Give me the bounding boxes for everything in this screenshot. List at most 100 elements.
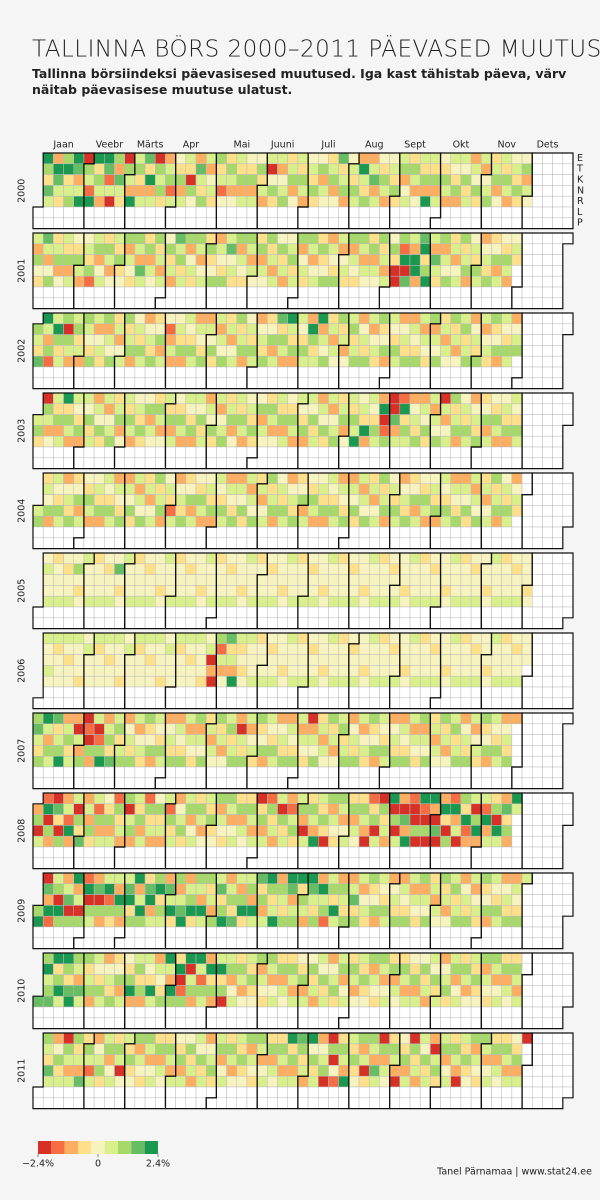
day-cell [277, 1043, 288, 1055]
day-cell [491, 174, 502, 186]
empty-cell [318, 526, 329, 539]
day-cell [124, 574, 136, 586]
day-cell [409, 654, 421, 666]
empty-cell [53, 697, 64, 709]
day-cell [307, 243, 319, 255]
day-cell [256, 835, 268, 848]
day-cell [368, 254, 380, 266]
empty-cell [256, 606, 268, 619]
day-cell [53, 1054, 64, 1066]
day-cell [267, 595, 278, 608]
empty-cell [216, 777, 227, 789]
day-cell [277, 632, 288, 645]
month-outline [297, 552, 350, 630]
day-cell [63, 1054, 75, 1066]
empty-cell [542, 712, 553, 725]
empty-cell [531, 1017, 543, 1029]
empty-cell [338, 377, 350, 389]
day-cell [93, 574, 105, 586]
day-cell [379, 643, 390, 655]
empty-cell [562, 675, 574, 688]
day-cell [470, 174, 482, 186]
day-cell [226, 905, 238, 917]
day-cell [93, 665, 105, 677]
empty-cell [542, 926, 553, 939]
empty-cell [542, 846, 553, 859]
day-cell [440, 755, 451, 768]
day-cell [379, 563, 390, 575]
empty-cell [185, 366, 197, 379]
empty-cell [389, 766, 401, 779]
day-cell [399, 275, 411, 288]
day-cell [450, 675, 462, 688]
day-cell [307, 472, 319, 485]
day-cell [185, 483, 197, 495]
day-cell [358, 894, 370, 906]
day-cell [185, 632, 197, 645]
day-cell [297, 195, 309, 208]
day-cell [409, 483, 421, 495]
day-cell [144, 915, 156, 928]
empty-cell [155, 526, 166, 539]
day-cell [93, 552, 105, 565]
day-cell [389, 574, 401, 586]
day-cell [328, 835, 339, 848]
empty-cell [531, 377, 543, 389]
day-cell [114, 872, 125, 885]
day-cell [511, 803, 523, 815]
empty-cell [114, 606, 125, 619]
empty-cell [53, 846, 64, 859]
empty-cell [307, 297, 319, 309]
empty-cell [83, 857, 95, 869]
day-cell [511, 163, 523, 175]
day-cell [175, 1043, 187, 1055]
day-cell [409, 883, 421, 895]
empty-cell [338, 286, 350, 299]
day-cell [144, 1075, 156, 1088]
empty-cell [521, 232, 533, 245]
day-cell [399, 425, 411, 437]
day-cell [42, 275, 54, 288]
day-cell [297, 963, 309, 975]
day-cell [277, 814, 288, 826]
empty-cell [155, 206, 166, 219]
day-cell [165, 665, 176, 677]
empty-cell [297, 1017, 309, 1029]
empty-cell [297, 606, 309, 619]
empty-cell [134, 377, 146, 389]
day-cell [307, 712, 319, 725]
day-cell [175, 835, 187, 848]
day-cell [348, 654, 360, 666]
day-cell [185, 643, 197, 655]
day-cell [379, 403, 390, 415]
day-cell [338, 995, 350, 1008]
empty-cell [552, 675, 564, 688]
empty-cell [287, 1097, 299, 1109]
empty-cell [368, 1006, 380, 1019]
day-cell [134, 745, 146, 757]
empty-cell [552, 803, 564, 815]
day-cell [440, 195, 451, 208]
empty-cell [531, 152, 543, 165]
day-cell [307, 254, 319, 266]
day-cell [205, 974, 217, 986]
day-cell [83, 403, 95, 415]
day-cell [53, 995, 64, 1008]
day-cell [114, 1054, 125, 1066]
day-cell [256, 515, 268, 528]
day-cell [277, 974, 288, 986]
empty-cell [226, 377, 238, 389]
day-cell [63, 312, 75, 325]
day-cell [470, 792, 482, 805]
day-cell [73, 585, 85, 597]
day-cell [93, 803, 105, 815]
day-cell [104, 345, 115, 357]
day-cell [297, 312, 309, 325]
day-cell [226, 675, 238, 688]
day-cell [338, 1043, 350, 1055]
day-cell [73, 334, 85, 346]
day-cell [348, 254, 360, 266]
day-cell [165, 792, 176, 805]
empty-cell [277, 1097, 288, 1109]
day-cell [399, 552, 411, 565]
